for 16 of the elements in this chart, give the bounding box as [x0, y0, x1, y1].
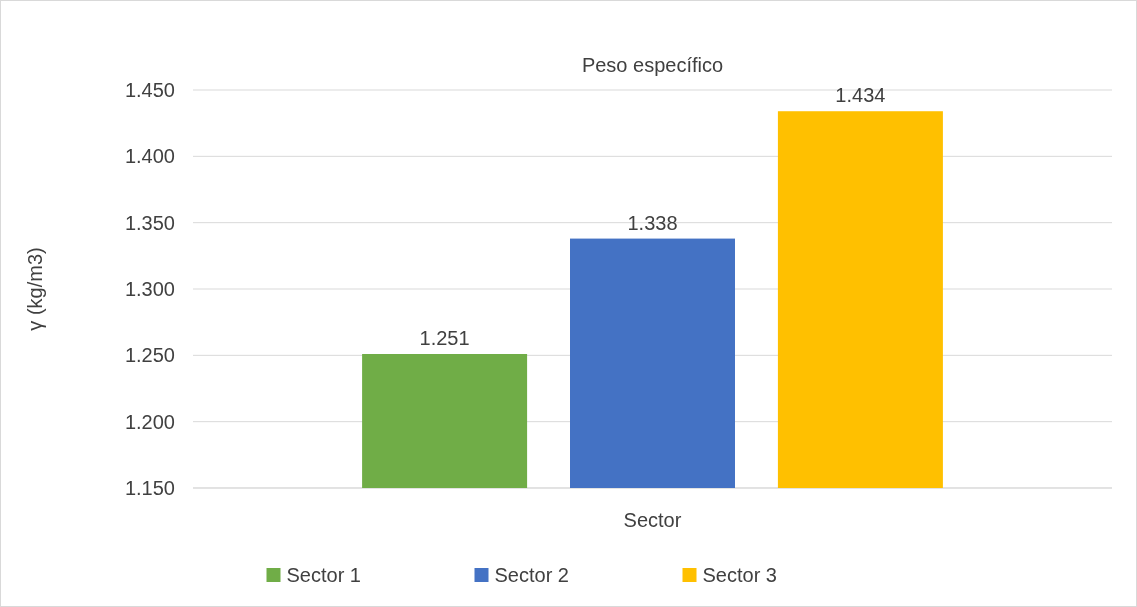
data-label: 1.434 — [835, 84, 886, 107]
legend-label: Sector 2 — [494, 564, 569, 586]
data-label: 1.338 — [627, 211, 678, 234]
y-tick-label: 1.150 — [124, 477, 175, 499]
y-tick-label: 1.350 — [124, 211, 175, 234]
x-axis-title: Sector — [623, 509, 682, 531]
y-tick-label: 1.200 — [124, 410, 175, 433]
y-tick-label: 1.300 — [124, 278, 175, 300]
y-tick-label: 1.250 — [124, 344, 175, 367]
y-tick-label: 1.450 — [124, 79, 175, 101]
data-label: 1.251 — [419, 327, 470, 350]
chart-title: Peso específico — [581, 54, 724, 76]
legend-label: Sector 1 — [286, 564, 361, 586]
y-tick-label: 1.400 — [124, 145, 175, 168]
legend-label: Sector 3 — [702, 564, 777, 586]
y-axis-title: γ (kg/m3) — [24, 247, 46, 331]
